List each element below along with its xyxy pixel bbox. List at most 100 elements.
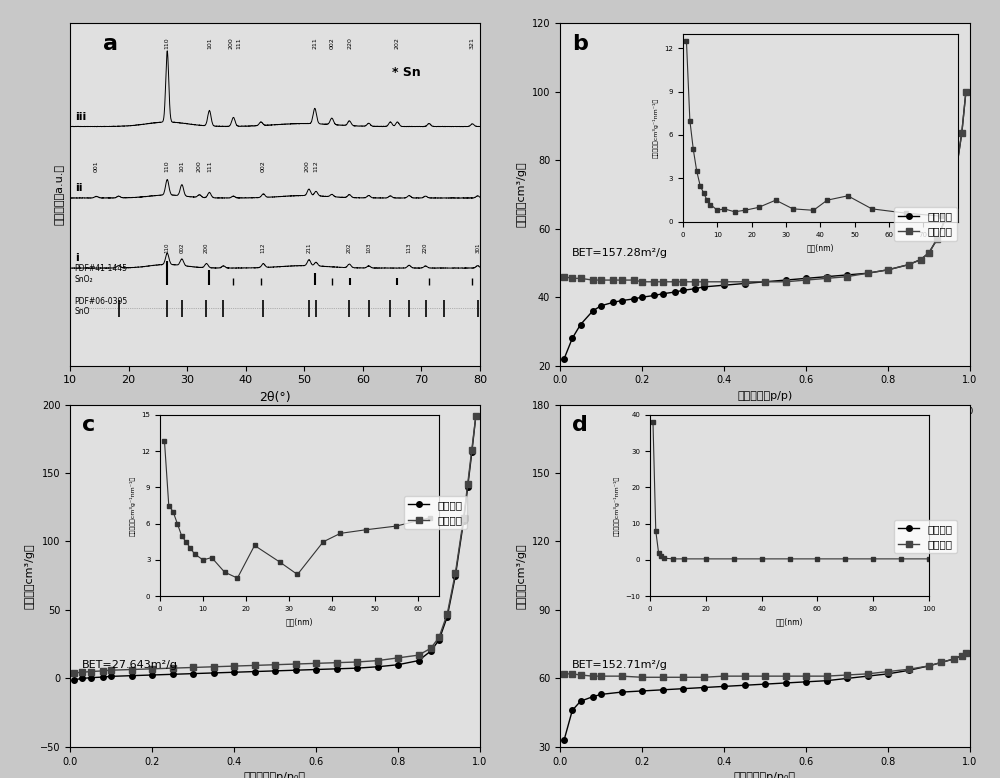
脱附曲线 bbox=[412, 650, 424, 660]
脱附曲线 bbox=[76, 668, 88, 677]
脱附曲线 bbox=[960, 87, 972, 96]
脱附曲线 bbox=[698, 673, 710, 682]
Line: 脱附曲线: 脱附曲线 bbox=[71, 413, 479, 676]
脱附曲线 bbox=[656, 277, 668, 286]
Text: BET=152.71m²/g: BET=152.71m²/g bbox=[572, 661, 668, 670]
Text: d: d bbox=[572, 415, 588, 435]
吸附曲线 bbox=[574, 696, 586, 706]
脱附曲线 bbox=[759, 277, 771, 286]
脱附曲线 bbox=[960, 649, 972, 658]
脱附曲线 bbox=[915, 255, 927, 265]
脱附曲线 bbox=[425, 643, 437, 653]
脱附曲线 bbox=[956, 651, 968, 661]
Line: 脱附曲线: 脱附曲线 bbox=[561, 89, 969, 285]
吸附曲线 bbox=[956, 128, 968, 138]
脱附曲线 bbox=[248, 661, 260, 670]
脱附曲线 bbox=[595, 671, 607, 681]
吸附曲线 bbox=[780, 678, 792, 688]
Text: 001: 001 bbox=[94, 161, 99, 173]
吸附曲线 bbox=[166, 670, 179, 679]
Text: 220: 220 bbox=[347, 37, 352, 49]
脱附曲线 bbox=[636, 277, 648, 286]
脱附曲线 bbox=[595, 275, 607, 285]
脱附曲线 bbox=[616, 671, 628, 681]
脱附曲线 bbox=[68, 668, 80, 678]
Line: 吸附曲线: 吸附曲线 bbox=[561, 650, 969, 743]
吸附曲线 bbox=[587, 692, 599, 701]
Text: 211: 211 bbox=[312, 37, 317, 49]
Y-axis label: 吸附量（cm³/g）: 吸附量（cm³/g） bbox=[516, 543, 526, 608]
吸附曲线 bbox=[669, 287, 681, 296]
吸附曲线 bbox=[841, 674, 853, 683]
脱附曲线 bbox=[558, 272, 570, 282]
脱附曲线 bbox=[166, 664, 179, 673]
脱附曲线 bbox=[628, 275, 640, 285]
Text: 112: 112 bbox=[314, 160, 318, 173]
吸附曲线 bbox=[902, 260, 914, 269]
吸附曲线 bbox=[330, 664, 342, 674]
脱附曲线 bbox=[607, 275, 619, 285]
X-axis label: 相对压强（p/p₀）: 相对压强（p/p₀） bbox=[244, 772, 306, 778]
吸附曲线 bbox=[458, 517, 470, 526]
吸附曲线 bbox=[718, 682, 730, 691]
脱附曲线 bbox=[882, 265, 894, 275]
吸附曲线 bbox=[587, 307, 599, 316]
脱附曲线 bbox=[935, 657, 947, 667]
吸附曲线 bbox=[689, 284, 701, 293]
Text: PDF#06-0395: PDF#06-0395 bbox=[75, 296, 128, 306]
脱附曲线 bbox=[433, 633, 445, 642]
脱附曲线 bbox=[698, 277, 710, 286]
Text: 211: 211 bbox=[306, 243, 311, 253]
吸附曲线 bbox=[738, 681, 750, 690]
Text: BET=157.28m²/g: BET=157.28m²/g bbox=[572, 248, 668, 258]
脱附曲线 bbox=[923, 661, 935, 671]
吸附曲线 bbox=[656, 685, 668, 695]
吸附曲线 bbox=[902, 666, 914, 675]
脱附曲线 bbox=[759, 671, 771, 681]
吸附曲线 bbox=[126, 671, 138, 680]
吸附曲线 bbox=[636, 293, 648, 302]
脱附曲线 bbox=[587, 275, 599, 285]
Text: 200: 200 bbox=[197, 160, 202, 173]
吸附曲线 bbox=[948, 183, 960, 192]
脱附曲线 bbox=[669, 277, 681, 286]
Text: 002: 002 bbox=[329, 37, 334, 49]
吸附曲线 bbox=[923, 661, 935, 671]
X-axis label: 2θ(°): 2θ(°) bbox=[259, 391, 291, 404]
脱附曲线 bbox=[677, 277, 689, 286]
Text: c: c bbox=[82, 415, 96, 435]
吸附曲线 bbox=[449, 571, 461, 580]
Line: 脱附曲线: 脱附曲线 bbox=[561, 650, 969, 680]
脱附曲线 bbox=[587, 671, 599, 681]
Text: BET=27.643m²/g: BET=27.643m²/g bbox=[82, 661, 178, 670]
脱附曲线 bbox=[862, 268, 874, 278]
Text: 113: 113 bbox=[407, 243, 412, 253]
吸附曲线 bbox=[698, 683, 710, 692]
吸附曲线 bbox=[862, 268, 874, 278]
吸附曲线 bbox=[656, 289, 668, 299]
吸附曲线 bbox=[820, 676, 832, 685]
Legend: 吸附曲线, 脱附曲线: 吸附曲线, 脱附曲线 bbox=[404, 496, 467, 530]
吸附曲线 bbox=[228, 668, 240, 677]
脱附曲线 bbox=[800, 671, 812, 681]
吸附曲线 bbox=[208, 668, 220, 678]
吸附曲线 bbox=[558, 354, 570, 363]
脱附曲线 bbox=[574, 274, 586, 283]
脱附曲线 bbox=[902, 260, 914, 269]
吸附曲线 bbox=[462, 482, 474, 492]
Line: 吸附曲线: 吸附曲线 bbox=[71, 413, 479, 682]
吸附曲线 bbox=[759, 277, 771, 286]
Legend: 吸附曲线, 脱附曲线: 吸附曲线, 脱附曲线 bbox=[894, 207, 957, 240]
Text: SnO₂: SnO₂ bbox=[75, 275, 93, 284]
吸附曲线 bbox=[412, 656, 424, 665]
脱附曲线 bbox=[558, 669, 570, 678]
脱附曲线 bbox=[566, 669, 578, 678]
脱附曲线 bbox=[648, 277, 660, 286]
吸附曲线 bbox=[931, 234, 943, 244]
Text: 202: 202 bbox=[347, 243, 352, 253]
脱附曲线 bbox=[566, 274, 578, 283]
脱附曲线 bbox=[636, 673, 648, 682]
脱附曲线 bbox=[862, 669, 874, 678]
吸附曲线 bbox=[636, 686, 648, 696]
吸附曲线 bbox=[923, 248, 935, 258]
